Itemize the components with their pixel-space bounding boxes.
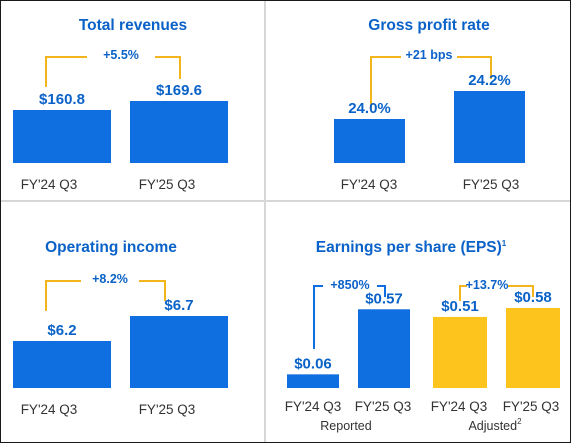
reported-category-fy24-q3: FY'24 Q3 (285, 399, 342, 414)
bar-fy24-q3 (334, 119, 405, 163)
reported-value-label-fy24-q3: $0.06 (294, 355, 332, 372)
eps-panel: Earnings per share (EPS)1 +850% $0.06 $0… (285, 239, 560, 433)
change-label: +8.2% (92, 272, 128, 286)
change-bracket (45, 56, 181, 87)
reported-value-label-fy25-q3: $0.57 (365, 290, 403, 307)
value-label-fy24-q3: $160.8 (39, 91, 85, 108)
adjusted-value-label-fy25-q3: $0.58 (514, 289, 552, 306)
value-label-fy24-q3: $6.2 (47, 322, 76, 339)
category-label-fy24-q3: FY'24 Q3 (21, 402, 78, 417)
operating-income-panel: Operating income +8.2% $6.2 $6.7 FY'24 Q… (13, 239, 228, 417)
chart-title: Gross profit rate (368, 17, 490, 34)
bar-fy25-q3 (130, 316, 228, 388)
footnote-marker: 2 (517, 417, 522, 426)
category-label-fy25-q3: FY'25 Q3 (139, 177, 196, 192)
value-label-fy25-q3: 24.2% (468, 72, 511, 89)
reported-change-label: +850% (330, 278, 369, 292)
bar-fy24-q3 (13, 341, 111, 388)
reported-bar-fy25-q3 (358, 309, 410, 388)
change-label: +21 bps (406, 48, 453, 62)
reported-change-bracket (313, 285, 386, 349)
change-bracket (370, 56, 492, 109)
adjusted-bar-fy24-q3 (433, 316, 487, 388)
category-label-fy25-q3: FY'25 Q3 (463, 177, 520, 192)
change-bracket (45, 280, 166, 311)
reported-group-label: Reported (320, 419, 371, 433)
chart-title: Earnings per share (EPS)1 (316, 239, 507, 256)
reported-bar-fy24-q3 (287, 374, 339, 388)
adjusted-value-label-fy24-q3: $0.51 (441, 298, 479, 315)
category-label-fy24-q3: FY'24 Q3 (21, 177, 78, 192)
reported-category-fy25-q3: FY'25 Q3 (355, 399, 412, 414)
adjusted-change-label: +13.7% (466, 278, 509, 292)
chart-title-text: Earnings per share (EPS) (316, 239, 502, 256)
value-label-fy25-q3: $6.7 (164, 297, 193, 314)
adjusted-group-label: Adjusted2 (468, 417, 522, 433)
chart-title: Total revenues (79, 17, 187, 34)
category-label-fy24-q3: FY'24 Q3 (341, 177, 398, 192)
change-label: +5.5% (103, 48, 139, 62)
category-label-fy25-q3: FY'25 Q3 (139, 402, 196, 417)
bar-fy25-q3 (454, 91, 525, 163)
footnote-marker: 1 (502, 239, 507, 248)
adjusted-category-fy25-q3: FY'25 Q3 (503, 399, 560, 414)
gross-profit-rate-panel: Gross profit rate +21 bps 24.0% 24.2% FY… (334, 17, 525, 192)
adjusted-group-text: Adjusted (468, 419, 517, 433)
bar-fy24-q3 (13, 110, 111, 163)
adjusted-category-fy24-q3: FY'24 Q3 (431, 399, 488, 414)
adjusted-bar-fy25-q3 (506, 308, 560, 388)
value-label-fy25-q3: $169.6 (156, 82, 202, 99)
chart-title: Operating income (45, 239, 177, 256)
value-label-fy24-q3: 24.0% (348, 100, 391, 117)
adjusted-change-bracket (459, 285, 534, 301)
bar-fy25-q3 (130, 101, 228, 163)
total-revenues-panel: Total revenues +5.5% $160.8 $169.6 FY'24… (13, 17, 228, 192)
